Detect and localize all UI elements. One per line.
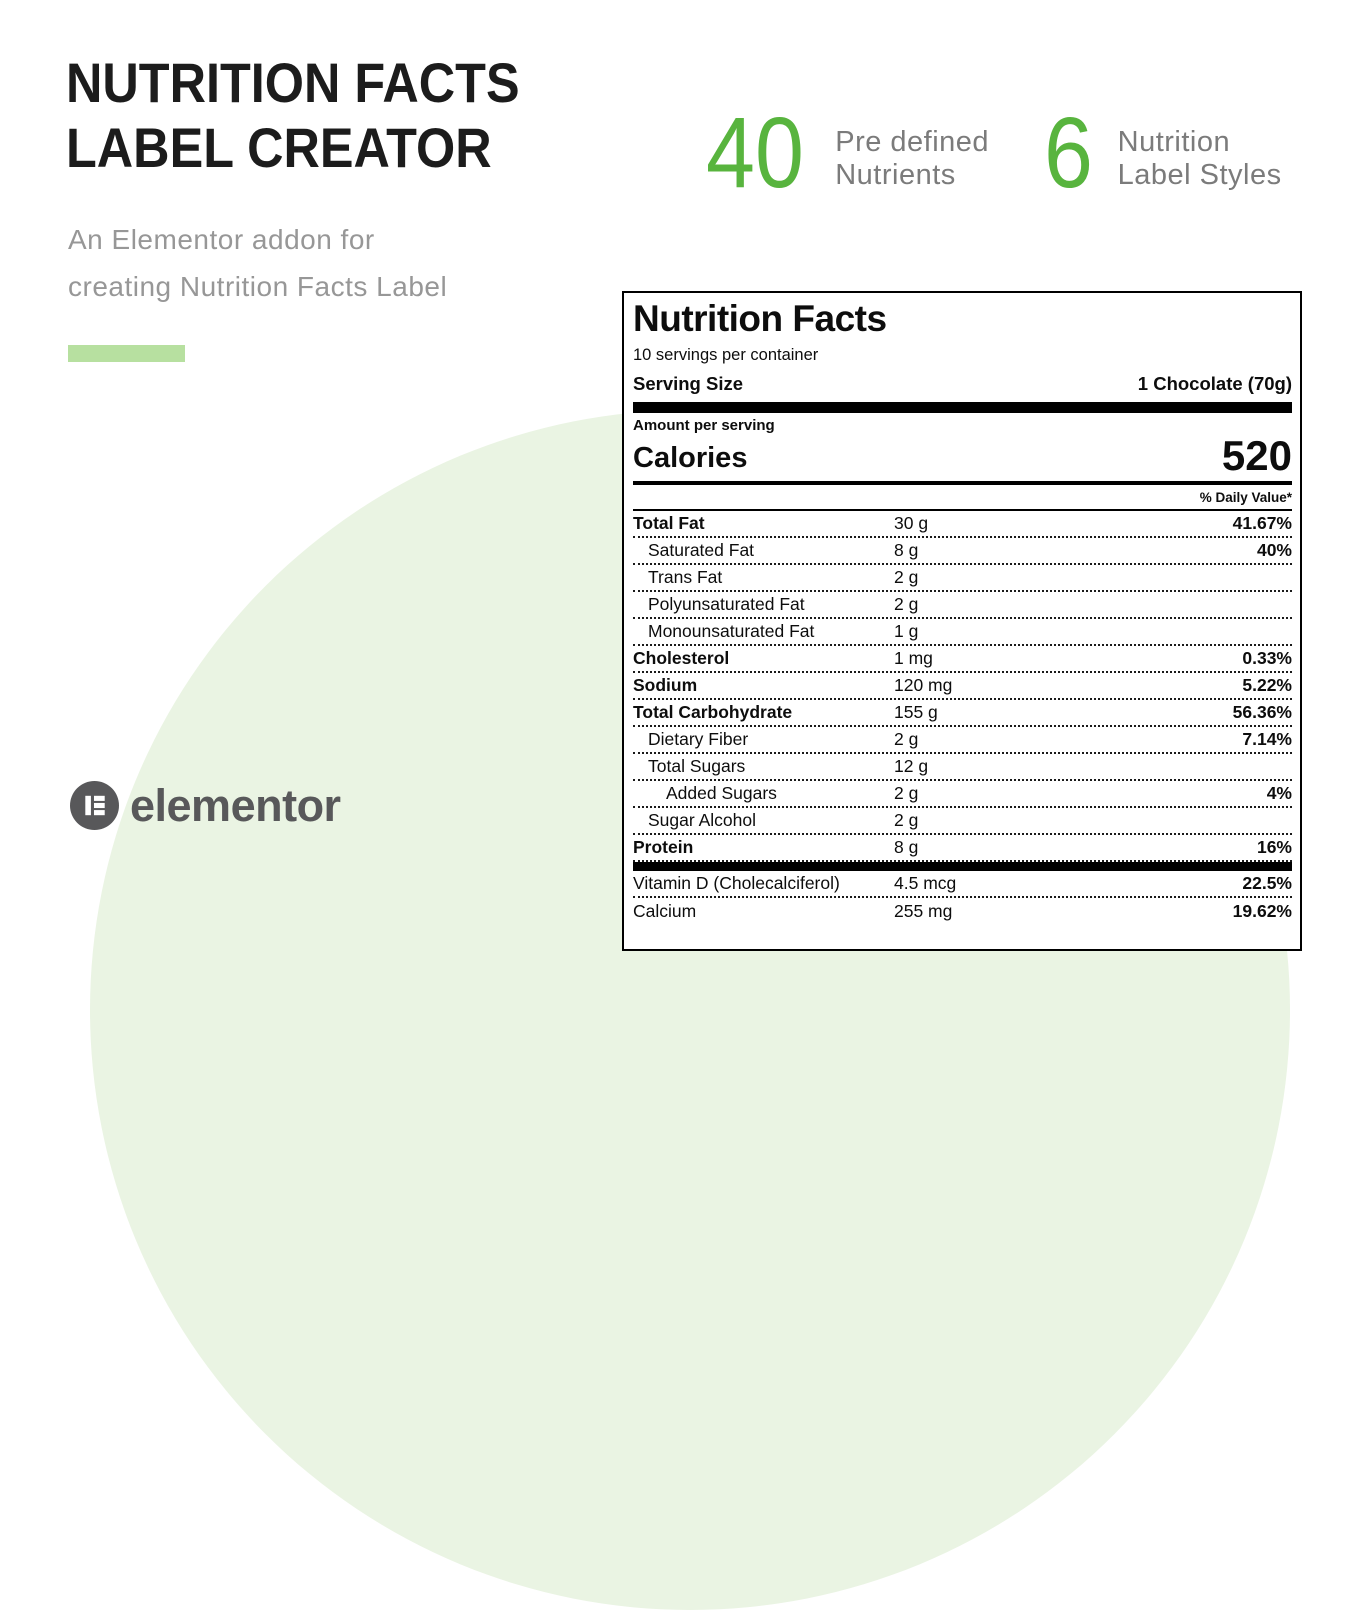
page-subtitle-line1: An Elementor addon for xyxy=(68,224,375,255)
nutrient-row: Total Sugars 12 g xyxy=(633,754,1292,781)
page-title: NUTRITION FACTS LABEL CREATOR xyxy=(66,50,520,180)
nutrient-row: Trans Fat 2 g xyxy=(633,565,1292,592)
nutrient-amount: 120 mg xyxy=(894,675,953,695)
nutrient-amount: 2 g xyxy=(894,594,919,614)
stat-label-line1: Nutrition xyxy=(1117,126,1231,158)
thin-divider xyxy=(633,509,1292,511)
nutrient-name: Cholesterol xyxy=(633,648,730,668)
stat-label-line2: Label Styles xyxy=(1117,159,1282,191)
nutrient-daily-value: 4% xyxy=(1266,783,1292,803)
elementor-wordmark: elementor xyxy=(130,780,341,831)
nutrient-daily-value: 40% xyxy=(1256,540,1292,560)
nutrient-daily-value: 22.5% xyxy=(1242,873,1292,893)
nutrient-daily-value: 19.62% xyxy=(1232,901,1292,921)
stat-label-line1: Pre defined xyxy=(835,126,990,158)
nutrient-daily-value: 0.33% xyxy=(1242,648,1292,668)
nutrient-amount: 2 g xyxy=(894,567,919,587)
thick-divider-protein xyxy=(633,862,1292,871)
nutrient-row: Added Sugars 2 g 4% xyxy=(633,781,1292,808)
label-title: Nutrition Facts xyxy=(633,298,887,339)
nutrient-amount: 255 mg xyxy=(894,901,953,921)
nutrient-amount: 1 mg xyxy=(894,648,933,668)
nutrient-name: Dietary Fiber xyxy=(648,729,749,749)
stat-label-styles: 6 Nutrition Label Styles xyxy=(1044,97,1282,209)
nutrient-name: Vitamin D (Cholecalciferol) xyxy=(633,873,840,893)
medium-divider xyxy=(633,481,1292,485)
serving-size-label: Serving Size xyxy=(633,373,744,394)
nutrient-name: Protein xyxy=(633,837,694,857)
nutrient-amount: 4.5 mcg xyxy=(894,873,957,893)
stat-label: Pre defined Nutrients xyxy=(835,126,989,192)
page-subtitle: An Elementor addon for creating Nutritio… xyxy=(68,216,447,310)
nutrient-row: Total Carbohydrate 155 g 56.36% xyxy=(633,700,1292,727)
calories-row: Calories 520 xyxy=(633,432,1292,479)
nutrient-row: Sugar Alcohol 2 g xyxy=(633,808,1292,835)
nutrient-amount: 1 g xyxy=(894,621,919,641)
nutrient-row: Protein 8 g 16% xyxy=(633,835,1292,862)
nutrient-name: Polyunsaturated Fat xyxy=(648,594,805,614)
calories-value: 520 xyxy=(1221,432,1292,479)
green-accent-bar xyxy=(68,345,185,362)
serving-size-value: 1 Chocolate (70g) xyxy=(1137,373,1292,394)
nutrient-name: Sodium xyxy=(633,675,698,695)
nutrient-row: Polyunsaturated Fat 2 g xyxy=(633,592,1292,619)
page-title-line1: NUTRITION FACTS xyxy=(66,51,520,114)
nutrition-facts-label: Nutrition Facts 10 servings per containe… xyxy=(622,291,1302,951)
stat-value: 6 xyxy=(1044,97,1093,209)
nutrient-name: Added Sugars xyxy=(666,783,777,803)
thick-divider xyxy=(633,402,1292,413)
stat-label-line2: Nutrients xyxy=(835,159,956,191)
nutrient-row: Dietary Fiber 2 g 7.14% xyxy=(633,727,1292,754)
page-subtitle-line2: creating Nutrition Facts Label xyxy=(68,271,448,302)
nutrient-row: Total Fat 30 g 41.67% xyxy=(633,511,1292,538)
nutrient-rows: Total Fat 30 g 41.67% Saturated Fat 8 g 40% Tr… xyxy=(633,511,1292,862)
nutrient-row: Sodium 120 mg 5.22% xyxy=(633,673,1292,700)
nutrient-name: Trans Fat xyxy=(648,567,723,587)
nutrient-name: Total Carbohydrate xyxy=(633,702,793,722)
nutrient-amount: 2 g xyxy=(894,783,919,803)
serving-size-row: Serving Size 1 Chocolate (70g) xyxy=(633,373,1292,402)
nutrient-amount: 8 g xyxy=(894,837,919,857)
nutrient-row: Vitamin D (Cholecalciferol) 4.5 mcg 22.5% xyxy=(633,871,1292,898)
elementor-brand: elementor xyxy=(70,781,341,830)
nutrient-name: Calcium xyxy=(633,901,697,921)
calories-label: Calories xyxy=(633,442,748,474)
nutrient-daily-value: 41.67% xyxy=(1232,513,1292,533)
nutrient-amount: 155 g xyxy=(894,702,938,722)
nutrient-row: Calcium 255 mg 19.62% xyxy=(633,898,1292,925)
vitamin-rows: Vitamin D (Cholecalciferol) 4.5 mcg 22.5% C… xyxy=(633,871,1292,925)
nutrient-amount: 2 g xyxy=(894,810,919,830)
nutrient-amount: 2 g xyxy=(894,729,919,749)
nutrient-daily-value: 7.14% xyxy=(1242,729,1292,749)
nutrient-row: Cholesterol 1 mg 0.33% xyxy=(633,646,1292,673)
nutrient-name: Monounsaturated Fat xyxy=(648,621,815,641)
nutrient-row: Monounsaturated Fat 1 g xyxy=(633,619,1292,646)
nutrient-amount: 12 g xyxy=(894,756,929,776)
nutrient-daily-value: 56.36% xyxy=(1232,702,1292,722)
nutrient-amount: 30 g xyxy=(894,513,929,533)
page-title-line2: LABEL CREATOR xyxy=(66,116,492,179)
nutrient-name: Total Sugars xyxy=(648,756,746,776)
servings-per-container: 10 servings per container xyxy=(633,346,819,364)
stat-label: Nutrition Label Styles xyxy=(1118,126,1282,192)
nutrient-amount: 8 g xyxy=(894,540,919,560)
stat-value: 40 xyxy=(706,97,804,209)
stat-predefined-nutrients: 40 Pre defined Nutrients xyxy=(706,97,989,209)
nutrient-row: Saturated Fat 8 g 40% xyxy=(633,538,1292,565)
daily-value-header: % Daily Value* xyxy=(1199,490,1292,505)
nutrient-daily-value: 16% xyxy=(1256,837,1292,857)
nutrient-name: Total Fat xyxy=(633,513,705,533)
nutrient-daily-value: 5.22% xyxy=(1242,675,1292,695)
nutrient-name: Saturated Fat xyxy=(648,540,755,560)
elementor-logo-icon xyxy=(70,781,119,830)
nutrient-name: Sugar Alcohol xyxy=(648,810,756,830)
amount-per-serving: Amount per serving xyxy=(633,417,775,434)
